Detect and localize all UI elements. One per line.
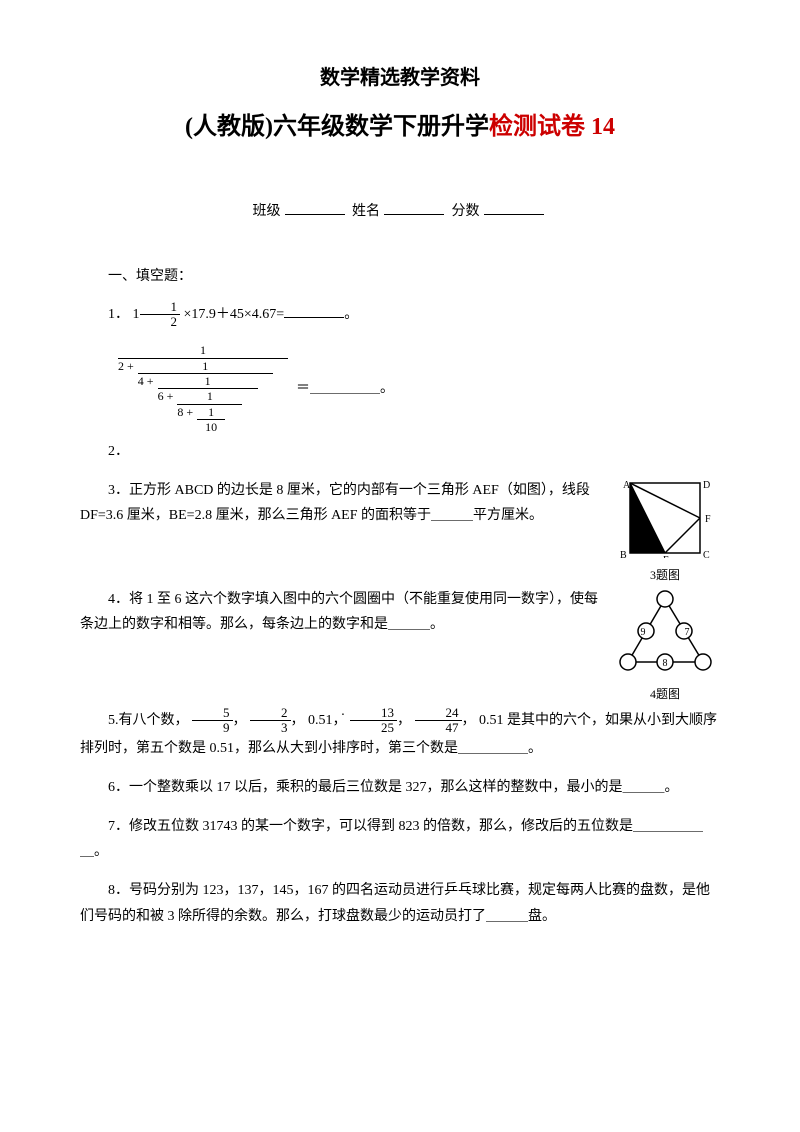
question-3-wrap: A D F C E B 3题图 3．正方形 ABCD 的边长是 8 厘米，它的内… [80,478,720,587]
question-8: 8．号码分别为 123，137，145，167 的四名运动员进行乒乓球比赛，规定… [80,878,720,928]
q5-f2: 23 [250,706,291,736]
nf-n3: 1 [158,374,258,389]
question-1: 1． 112 ×17.9＋45×4.67= 。 [80,300,720,330]
q1-fraction: 12 [140,300,181,330]
subtitle-part2: 检测试卷 14 [489,114,615,140]
sub-title: (人教版)六年级数学下册升学检测试卷 14 [80,106,720,149]
fig4-label: 4题图 [610,684,720,706]
q5-f5n: 24 [415,706,462,721]
label-B: B [620,550,627,558]
q5-f1d: 9 [192,721,233,735]
question-7: 7．修改五位数 31743 的某一个数字，可以得到 823 的倍数，那么，修改后… [80,814,720,864]
name-label: 姓名 [352,204,380,219]
nf-n2: 1 [138,359,273,374]
fig3-label: 3题图 [610,565,720,587]
q5-f2d: 3 [250,721,291,735]
question-5: 5.有八个数， 59， 23， 0.51， 1325， 2447， 0.51 是… [80,706,720,761]
nf-6: 6 + [158,389,174,403]
question-3: 3．正方形 ABCD 的边长是 8 厘米，它的内部有一个三角形 AEF（如图），… [80,478,720,528]
info-line: 班级 姓名 分数 [80,199,720,224]
section-heading: 一、填空题： [80,264,720,289]
q1-prefix: 1． [108,307,129,322]
nf-n5: 1 [197,405,225,420]
q1-blank [284,317,344,318]
nf-10: 10 [197,420,225,434]
class-label: 班级 [253,204,281,219]
label-E: E [663,555,669,558]
q5-prefix: 5.有八个数， [108,713,189,728]
question-6: 6．一个整数乘以 17 以后，乘积的最后三位数是 327，那么这样的整数中，最小… [80,775,720,800]
score-blank [484,214,544,215]
header-title: 数学精选教学资料 [80,60,720,96]
nf-n4: 1 [177,389,242,404]
q5-v3: 0.51 [308,713,333,728]
class-blank [285,214,345,215]
q5-f4d: 25 [350,721,397,735]
q5-v6: 0.51 [479,713,504,728]
score-label: 分数 [452,204,480,219]
label-C: C [703,550,710,558]
question-2: 1 2 + 1 4 + 1 6 + 1 [80,343,720,464]
nf-top: 1 [118,343,288,358]
nf-4: 4 + [138,374,154,388]
circle-8: 8 [662,658,667,669]
q1-suffix: 。 [344,307,358,322]
q2-nested-fraction: 1 2 + 1 4 + 1 6 + 1 [118,343,288,434]
q5-f1n: 5 [192,706,233,721]
q5-f2n: 2 [250,706,291,721]
nf-8: 8 + [177,405,193,419]
question-4: 4．将 1 至 6 这六个数字填入图中的六个圆圈中（不能重复使用同一数字），使每… [80,587,720,637]
q5-f5d: 47 [415,721,462,735]
q1-text: ×17.9＋45×4.67= [184,307,285,322]
nf-2: 2 + [118,359,134,373]
q5-f4n: 13 [350,706,397,721]
q2-eq: ＝＿＿＿＿＿。 [296,376,394,401]
q1-num: 1 [140,300,181,315]
q1-mixed-whole: 1 [133,307,140,322]
q2-prefix: 2． [108,444,129,459]
q1-den: 2 [140,315,181,329]
q5-f4: 1325 [350,706,397,736]
q5-f1: 59 [192,706,233,736]
name-blank [384,214,444,215]
subtitle-part1: (人教版)六年级数学下册升学 [185,114,489,140]
question-4-wrap: 9 7 8 4题图 4．将 1 至 6 这六个数字填入图中的六个圆圈中（不能重复… [80,587,720,706]
q5-f5: 2447 [415,706,462,736]
